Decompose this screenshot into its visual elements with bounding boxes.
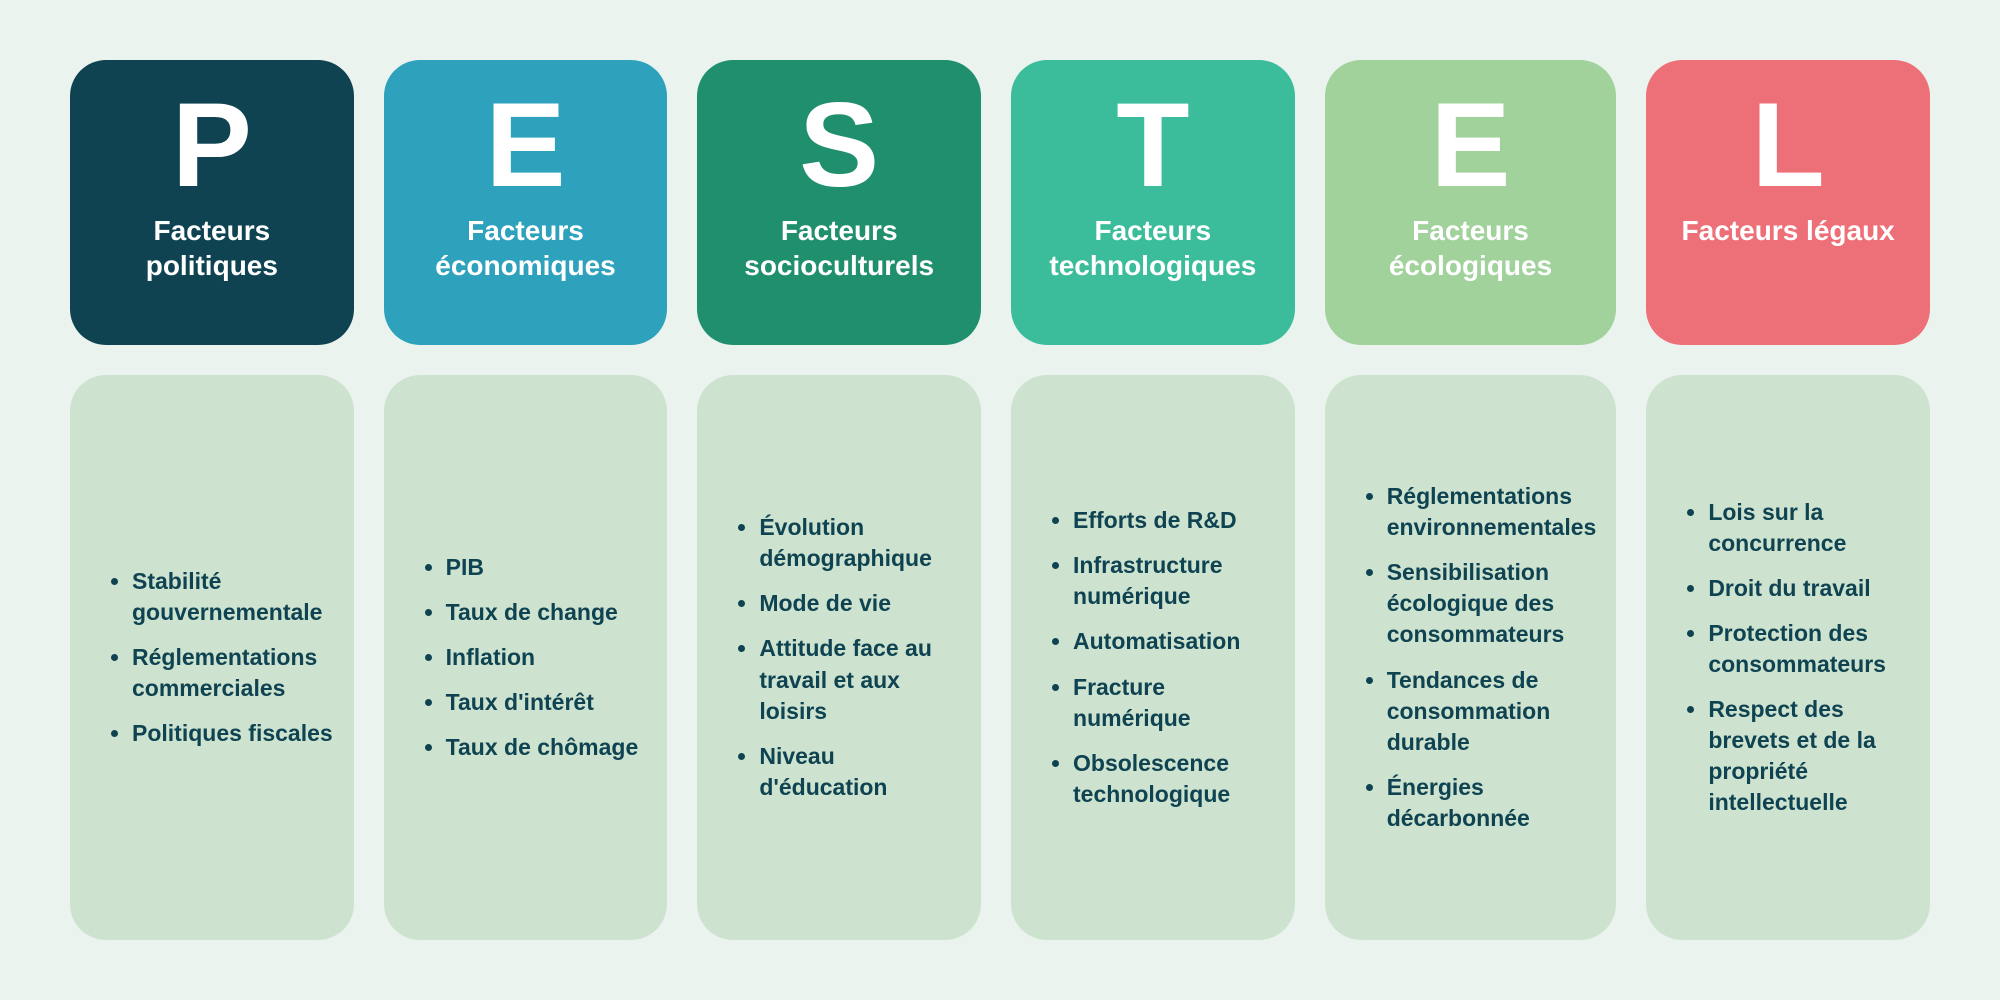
card-letter: T [1116,85,1189,205]
list-item: Énergies décarbonnée [1387,772,1597,834]
card-subtitle: Facteurs légaux [1682,213,1895,248]
list-item: Niveau d'éducation [759,741,961,803]
list-box-t: Efforts de R&D Infrastructure numérique … [1011,375,1295,940]
column-t: T Facteurs technologiques Efforts de R&D… [1011,60,1295,940]
list-item: Taux d'intérêt [446,687,639,718]
list-box-l: Lois sur la concurrence Droit du travail… [1646,375,1930,940]
card-e-economique: E Facteurs économiques [384,60,668,345]
list-item: Respect des brevets et de la propriété i… [1708,694,1910,818]
list-item: Sensibilisation écologique des consommat… [1387,557,1597,650]
column-e-ecologique: E Facteurs écologiques Réglementations e… [1325,60,1617,940]
card-letter: P [172,85,252,205]
list-item: Réglementations environnementales [1387,481,1597,543]
card-t: T Facteurs technologiques [1011,60,1295,345]
list-item: PIB [446,552,639,583]
card-letter: E [485,85,565,205]
card-letter: E [1430,85,1510,205]
list-item: Attitude face au travail et aux loisirs [759,633,961,726]
column-l: L Facteurs légaux Lois sur la concurrenc… [1646,60,1930,940]
card-s: S Facteurs socioculturels [697,60,981,345]
card-letter: S [799,85,879,205]
list-box-e-ecologique: Réglementations environnementales Sensib… [1325,375,1617,940]
list-item: Taux de change [446,597,639,628]
list-item: Inflation [446,642,639,673]
list-item: Droit du travail [1708,573,1910,604]
list-item: Automatisation [1073,626,1275,657]
card-p: P Facteurs politiques [70,60,354,345]
column-e-economique: E Facteurs économiques PIB Taux de chang… [384,60,668,940]
list-item: Obsolescence technologique [1073,748,1275,810]
list-item: Tendances de consommation durable [1387,665,1597,758]
column-p: P Facteurs politiques Stabilité gouverne… [70,60,354,940]
list-box-e-economique: PIB Taux de change Inflation Taux d'inté… [384,375,668,940]
list-item: Fracture numérique [1073,672,1275,734]
list-item: Politiques fiscales [132,718,334,749]
card-subtitle: Facteurs économiques [409,213,643,283]
list-box-p: Stabilité gouvernementale Réglementation… [70,375,354,940]
list-item: Évolution démographique [759,512,961,574]
list-item: Efforts de R&D [1073,505,1275,536]
list-item: Mode de vie [759,588,961,619]
column-s: S Facteurs socioculturels Évolution démo… [697,60,981,940]
list-item: Protection des consommateurs [1708,618,1910,680]
card-letter: L [1751,85,1824,205]
pestel-grid: P Facteurs politiques Stabilité gouverne… [70,60,1930,940]
list-item: Réglementations commerciales [132,642,334,704]
card-l: L Facteurs légaux [1646,60,1930,345]
card-subtitle: Facteurs socioculturels [722,213,956,283]
list-item: Stabilité gouvernementale [132,566,334,628]
list-item: Lois sur la concurrence [1708,497,1910,559]
card-e-ecologique: E Facteurs écologiques [1325,60,1617,345]
list-item: Taux de chômage [446,732,639,763]
card-subtitle: Facteurs écologiques [1350,213,1592,283]
card-subtitle: Facteurs technologiques [1036,213,1270,283]
card-subtitle: Facteurs politiques [95,213,329,283]
list-box-s: Évolution démographique Mode de vie Atti… [697,375,981,940]
list-item: Infrastructure numérique [1073,550,1275,612]
